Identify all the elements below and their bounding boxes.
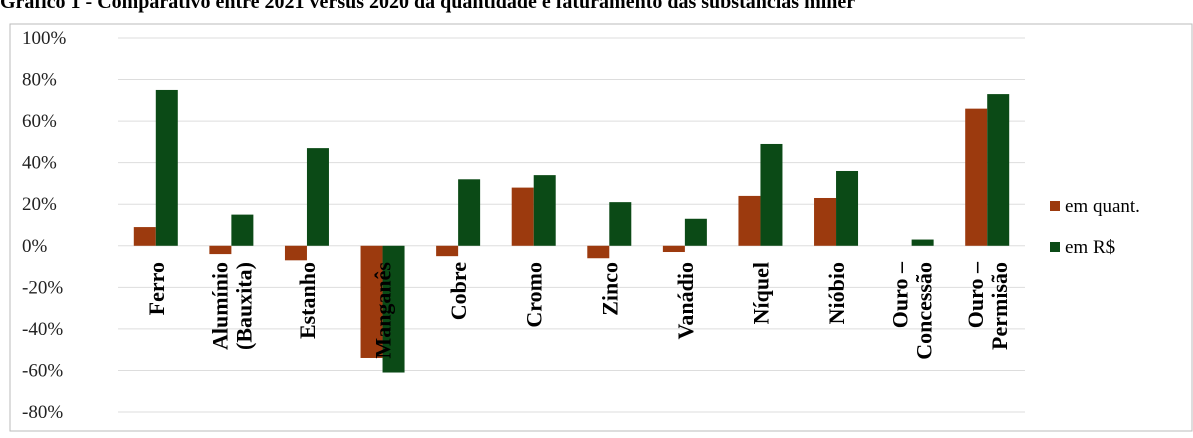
bar xyxy=(209,245,232,255)
x-tick-label: Ouro –Permisão xyxy=(963,261,1012,350)
legend-label: em quant. xyxy=(1065,196,1140,217)
y-tick-label: -60% xyxy=(22,360,63,381)
bar xyxy=(911,239,934,246)
chart-title: Gráfico 1 - Comparativo entre 2021 versu… xyxy=(0,0,855,13)
bar xyxy=(609,202,632,246)
bar xyxy=(965,108,988,246)
y-tick-label: 0% xyxy=(22,236,48,257)
bar xyxy=(155,89,178,246)
y-tick-label: 100% xyxy=(22,28,67,49)
bar xyxy=(533,175,556,246)
bar xyxy=(436,245,459,257)
bar xyxy=(836,170,859,246)
y-tick-label: -20% xyxy=(22,277,63,298)
y-tick-label: -80% xyxy=(22,402,63,423)
y-tick-label: 20% xyxy=(22,194,57,215)
bar xyxy=(284,245,307,261)
bar xyxy=(684,218,707,246)
bar xyxy=(306,148,329,246)
bar xyxy=(738,195,761,246)
x-tick-label: Alumínio(Bauxita) xyxy=(207,262,256,350)
legend-swatch xyxy=(1050,201,1060,211)
x-tick-label: Nióbio xyxy=(824,262,849,324)
x-tick-label: Ferro xyxy=(144,262,169,315)
y-tick-label: 60% xyxy=(22,111,57,132)
bar xyxy=(511,187,534,246)
bar xyxy=(133,227,156,246)
x-tick-label: Vanádio xyxy=(673,262,698,339)
legend-swatch xyxy=(1050,242,1060,252)
y-tick-label: -40% xyxy=(22,319,63,340)
bar xyxy=(814,197,837,246)
y-tick-label: 80% xyxy=(22,70,57,91)
x-tick-label: Cromo xyxy=(522,262,547,328)
legend-label: em R$ xyxy=(1065,237,1115,258)
x-tick-label: Cobre xyxy=(446,262,471,320)
bar xyxy=(587,245,610,259)
bar xyxy=(231,214,254,246)
chart-frame xyxy=(9,23,1193,432)
x-tick-label: Estanho xyxy=(295,262,320,339)
bar xyxy=(987,94,1010,246)
bar xyxy=(760,143,783,246)
x-tick-label: Zinco xyxy=(597,262,622,316)
bar xyxy=(458,179,481,246)
bar xyxy=(360,245,383,358)
x-tick-label: Manganês xyxy=(371,262,396,359)
x-tick-label: Ouro –Concessão xyxy=(888,261,937,360)
x-tick-label: Níquel xyxy=(748,262,773,324)
bar xyxy=(382,245,405,373)
bar xyxy=(662,245,685,253)
y-tick-label: 40% xyxy=(22,153,57,174)
